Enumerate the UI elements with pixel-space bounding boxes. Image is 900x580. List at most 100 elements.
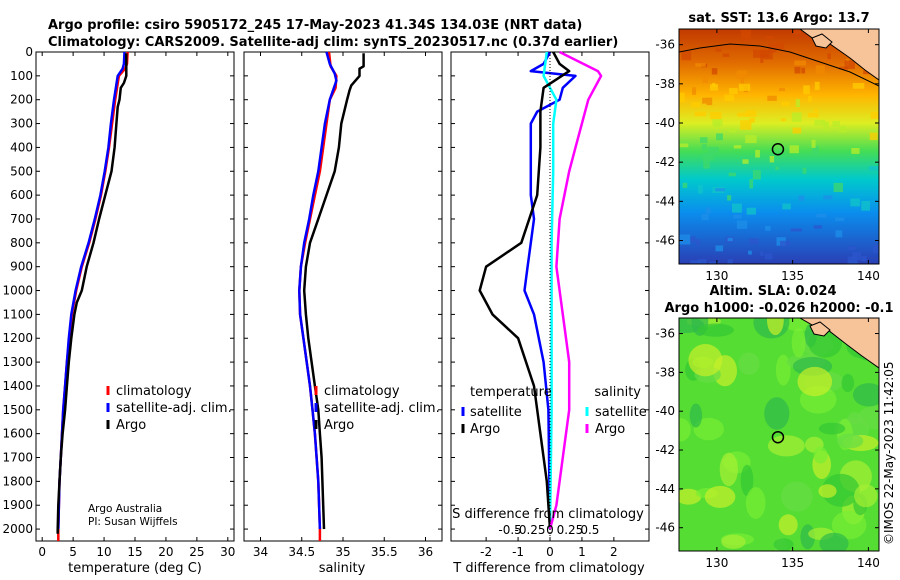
sst-texture [749, 238, 759, 245]
series-line-t-argo [478, 51, 571, 530]
sst-texture [728, 128, 736, 133]
y-tick-label: 1400 [2, 379, 33, 393]
y-tick-label: 2000 [2, 522, 33, 536]
map-y-tick-label: -38 [655, 77, 675, 91]
x-tick-label: 34 [253, 545, 268, 559]
sst-texture [850, 261, 859, 264]
map-y-tick-label: -42 [655, 443, 675, 457]
y-tick-label: 1500 [2, 403, 33, 417]
sst-texture [776, 42, 785, 49]
sst-texture [813, 225, 822, 229]
y-tick-label: 1300 [2, 355, 33, 369]
sst-texture [807, 112, 819, 118]
sst-texture [775, 166, 780, 170]
sst-texture [703, 159, 710, 169]
y-tick-label: 400 [10, 140, 33, 154]
sst-texture [802, 167, 807, 174]
y-tick-label: 900 [10, 260, 33, 274]
sst-texture [753, 49, 765, 58]
sst-texture [801, 67, 806, 74]
x-tick-label: 35 [335, 545, 350, 559]
sla-texture [781, 481, 813, 512]
sst-texture [813, 108, 819, 113]
sst-texture [832, 121, 840, 128]
sst-argo-marker [771, 142, 785, 156]
y-tick-label: 1800 [2, 474, 33, 488]
sst-texture [870, 111, 879, 119]
sst-texture [695, 239, 701, 246]
x-tick-label: -1 [512, 545, 524, 559]
sst-texture [814, 81, 820, 90]
legend-label: satellite-adj. clim. [324, 401, 440, 416]
sst-texture [736, 220, 748, 229]
sst-texture [736, 72, 746, 79]
legend-label: Argo [324, 418, 354, 433]
sst-texture [746, 207, 756, 215]
x-tick-label: 1 [578, 545, 586, 559]
sst-texture [695, 63, 706, 67]
sst-texture [716, 133, 723, 141]
sst-texture [839, 66, 849, 70]
sst-texture [798, 195, 805, 201]
sst-texture [689, 236, 696, 243]
sla-texture [773, 538, 794, 551]
temperature-plot: 0100200300400500600700800900100011001200… [2, 45, 235, 576]
sst-texture [729, 88, 738, 95]
sst-texture [682, 182, 688, 188]
sla-texture [679, 417, 691, 442]
sst-texture [697, 259, 707, 264]
sst-texture [769, 156, 775, 163]
sla-texture [689, 403, 703, 428]
sst-texture [815, 65, 825, 75]
sst-texture [745, 109, 757, 117]
legend-label: climatology [116, 384, 192, 399]
sst-texture [715, 188, 725, 192]
sst-texture [706, 97, 713, 106]
sst-texture [724, 94, 734, 101]
sst-texture [749, 179, 754, 189]
sst-texture [759, 251, 764, 256]
sst-texture [811, 146, 819, 156]
map-y-tick-label: -44 [655, 482, 675, 496]
sla-texture [818, 484, 837, 498]
legend-title: temperature [470, 385, 552, 400]
sst-texture [712, 83, 716, 87]
header-title-line1: Argo profile: csiro 5905172_245 17-May-2… [48, 18, 582, 33]
sst-texture [702, 76, 709, 83]
y-tick-label: 1000 [2, 284, 33, 298]
sst-texture [755, 149, 760, 158]
sla-texture [740, 464, 754, 496]
y-tick-label: 1100 [2, 307, 33, 321]
sst-texture [737, 112, 748, 117]
x2-tick-label: 0.5 [580, 523, 599, 537]
sst-texture [683, 263, 689, 264]
sst-texture [779, 87, 785, 92]
series-line-t-satellite [523, 51, 577, 530]
sla-texture [821, 473, 860, 507]
series-line-s-argo [548, 50, 603, 530]
sla-texture [719, 452, 738, 487]
footnote-text: PI: Susan Wijffels [88, 516, 178, 528]
sla-texture [818, 422, 846, 435]
sla-texture [797, 366, 833, 397]
sst-texture [691, 101, 700, 108]
sst-map: sat. SST: 13.6 Argo: 13.7 130 135 140 -36 -3… [655, 11, 879, 283]
sst-texture [692, 87, 697, 95]
sst-texture [851, 148, 860, 154]
sst-map-title: sat. SST: 13.6 Argo: 13.7 [688, 11, 869, 26]
sst-texture [748, 250, 752, 255]
sla-texture [745, 487, 766, 519]
sst-texture [794, 66, 801, 74]
sla-texture [767, 318, 784, 336]
sst-front-line [679, 43, 879, 87]
temperature-xlabel: temperature (deg C) [68, 561, 202, 576]
y-tick-label: 1900 [2, 498, 33, 512]
sst-texture [780, 118, 786, 122]
sst-texture [697, 185, 703, 194]
x2-tick-label: 0.25 [557, 523, 584, 537]
sst-texture [861, 256, 867, 262]
sla-map-title2: Argo h1000: -0.026 h2000: -0.1 [664, 301, 893, 316]
salinity-axes [243, 51, 443, 542]
sst-texture [850, 198, 860, 207]
sst-texture [781, 101, 790, 107]
